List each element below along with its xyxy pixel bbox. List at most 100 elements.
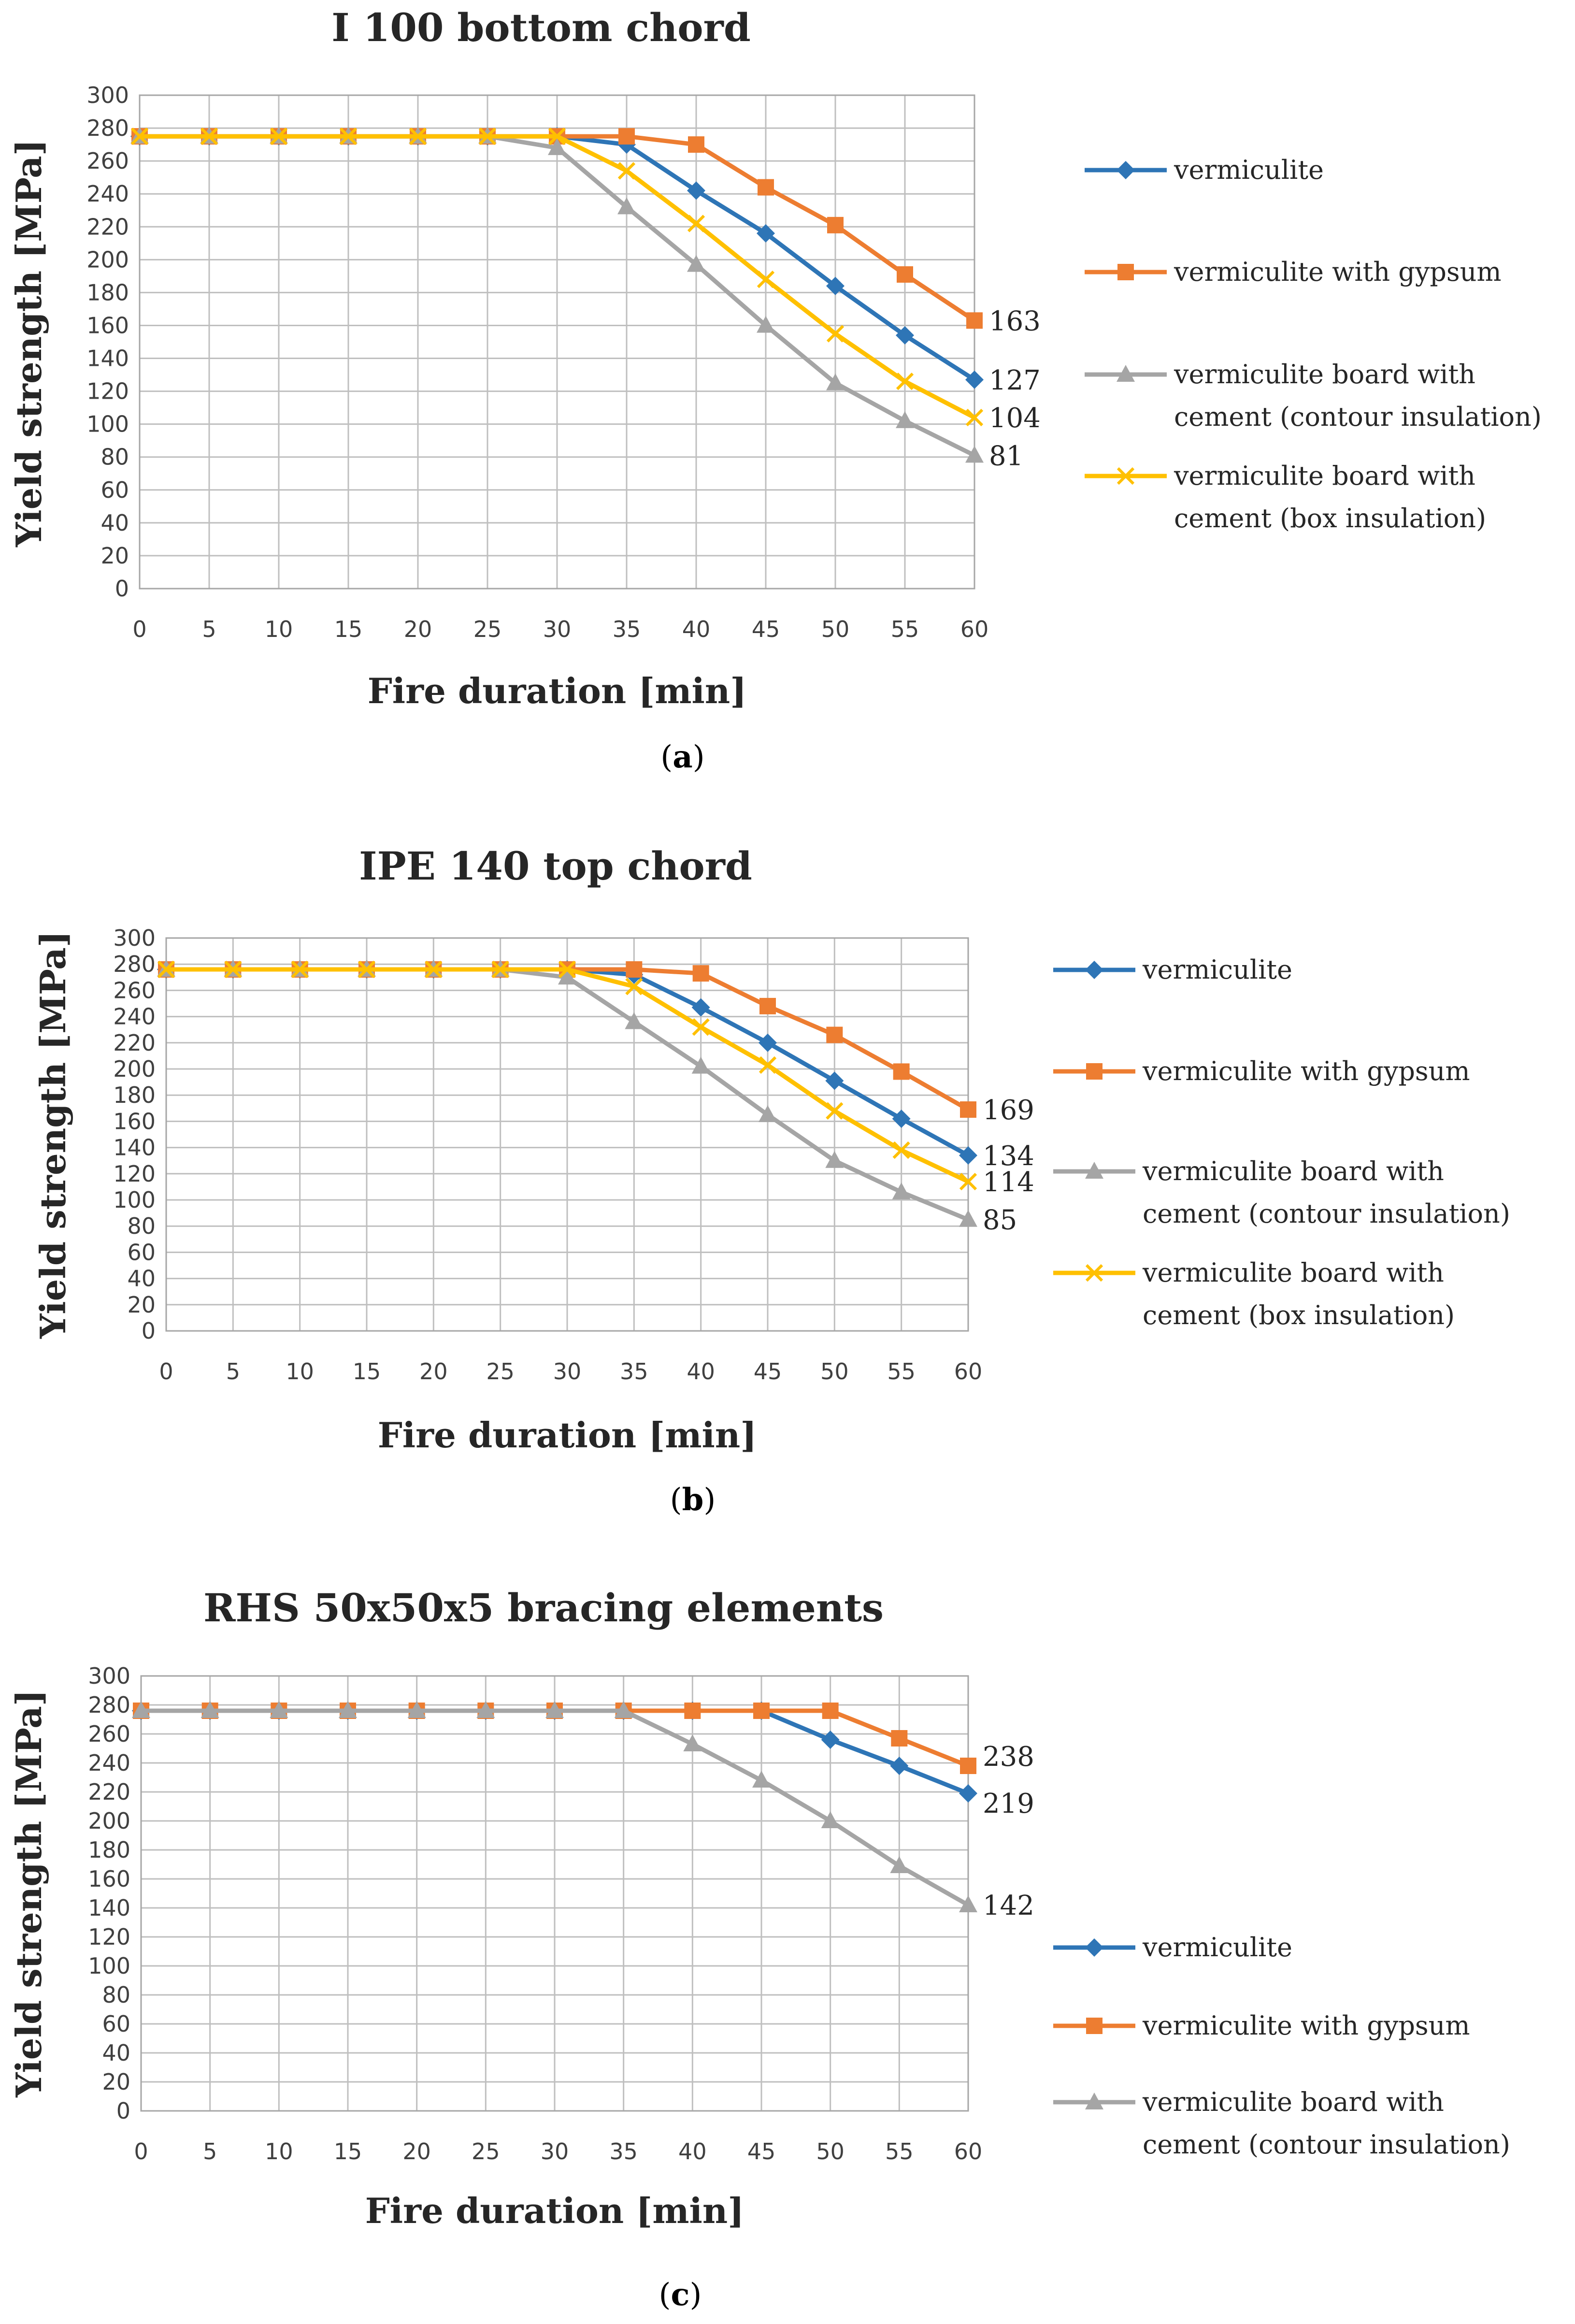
figure-caption: (b) xyxy=(670,1482,716,1518)
x-tick-label: 60 xyxy=(954,2138,983,2165)
legend-item: vermiculite xyxy=(1085,155,1324,185)
y-tick-label: 140 xyxy=(88,1895,130,1921)
y-tick-label: 220 xyxy=(113,1030,156,1056)
x-tick-label: 10 xyxy=(286,1358,314,1385)
legend-label: cement (contour insulation) xyxy=(1143,2129,1510,2160)
x-marker xyxy=(757,271,775,289)
square-marker xyxy=(1117,264,1134,280)
x-tick-label: 45 xyxy=(747,2138,776,2165)
legend-item: vermiculite xyxy=(1053,1932,1292,1963)
x-tick-label: 45 xyxy=(754,1358,782,1385)
triangle-marker xyxy=(1085,1162,1103,1179)
end-value-label: 104 xyxy=(989,403,1041,434)
y-tick-label: 140 xyxy=(86,346,129,372)
x-marker xyxy=(409,127,427,145)
y-tick-label: 220 xyxy=(88,1779,130,1805)
gridlines xyxy=(140,1675,969,2112)
x-marker xyxy=(558,960,576,979)
y-tick-label: 300 xyxy=(86,82,129,108)
triangle-marker xyxy=(407,1701,426,1718)
x-marker xyxy=(892,1141,910,1159)
x-axis-title: Fire duration [min] xyxy=(365,2190,745,2231)
legend-label: vermiculite xyxy=(1142,1932,1292,1963)
triangle-marker xyxy=(890,1856,909,1873)
triangle-marker xyxy=(614,1701,633,1718)
square-marker xyxy=(826,1026,843,1043)
y-tick-label: 60 xyxy=(127,1239,156,1265)
plot-area-frame xyxy=(139,94,975,590)
y-axis-title: Yield strength [MPa] xyxy=(32,931,73,1339)
x-tick-label: 45 xyxy=(752,616,780,642)
series-diamond: 127 xyxy=(130,127,1041,396)
y-tick-label: 280 xyxy=(86,115,129,141)
legend-item: vermiculite board with cement (contour in… xyxy=(1053,2087,1510,2160)
x-marker xyxy=(548,127,566,145)
x-tick-label: 10 xyxy=(265,616,293,642)
triangle-marker xyxy=(683,1734,702,1751)
end-value-label: 134 xyxy=(983,1140,1034,1172)
legend-label: vermiculite xyxy=(1142,954,1292,985)
square-marker xyxy=(966,312,983,329)
y-tick-label: 280 xyxy=(113,951,156,977)
diamond-marker xyxy=(892,1109,911,1128)
legend-label: vermiculite with gypsum xyxy=(1142,2010,1470,2041)
x-tick-label: 5 xyxy=(202,616,216,642)
y-tick-label: 80 xyxy=(102,1982,130,2008)
x-marker xyxy=(687,215,705,232)
square-marker xyxy=(759,997,776,1014)
end-value-label: 163 xyxy=(989,305,1041,337)
y-tick-label: 120 xyxy=(113,1161,156,1187)
y-tick-label: 140 xyxy=(113,1135,156,1161)
y-axis-title: Yield strength [MPa] xyxy=(8,1689,49,2098)
square-marker xyxy=(618,128,635,145)
x-tick-label: 55 xyxy=(891,616,919,642)
x-axis-title: Fire duration [min] xyxy=(368,670,747,711)
caption-open-paren: ( xyxy=(659,2277,671,2313)
x-tick-label: 35 xyxy=(613,616,641,642)
series-square: 169 xyxy=(158,961,1034,1126)
y-tick-label: 100 xyxy=(86,411,129,437)
y-tick-label: 300 xyxy=(88,1663,130,1689)
series-triangle: 142 xyxy=(132,1701,1034,1921)
y-tick-label: 40 xyxy=(102,2040,130,2066)
x-marker xyxy=(358,960,376,979)
diamond-marker xyxy=(757,224,775,243)
caption-close-paren: ) xyxy=(703,1482,716,1518)
y-tick-label: 200 xyxy=(86,246,129,273)
x-tick-label: 30 xyxy=(543,616,572,642)
triangle-marker xyxy=(691,1056,710,1074)
square-marker xyxy=(753,1703,770,1719)
x-tick-label: 15 xyxy=(334,616,363,642)
x-marker xyxy=(425,960,443,979)
x-marker xyxy=(1117,467,1135,485)
chart-b: IPE 140 top chord02040608010012014016018… xyxy=(32,843,1510,1518)
x-marker xyxy=(291,960,309,979)
triangle-marker xyxy=(270,1701,288,1718)
legend-label: vermiculite board with xyxy=(1142,1156,1444,1186)
y-tick-label: 20 xyxy=(127,1292,156,1318)
caption-close-paren: ) xyxy=(689,2277,702,2313)
x-marker xyxy=(896,373,914,390)
chart-title: IPE 140 top chord xyxy=(359,843,752,889)
end-value-label: 219 xyxy=(983,1788,1034,1819)
end-value-label: 142 xyxy=(983,1890,1034,1921)
square-marker xyxy=(893,1063,910,1080)
triangle-marker xyxy=(757,316,775,333)
square-marker xyxy=(897,266,913,283)
end-value-label: 127 xyxy=(989,365,1041,396)
legend: vermiculite vermiculite with gypsum vermic… xyxy=(1053,954,1510,1330)
y-tick-label: 0 xyxy=(116,2098,130,2124)
triangle-marker xyxy=(821,1811,840,1828)
x-tick-label: 35 xyxy=(609,2138,638,2165)
x-tick-label: 25 xyxy=(472,2138,500,2165)
x-marker xyxy=(959,1172,977,1191)
x-tick-label: 25 xyxy=(486,1358,515,1385)
y-tick-label: 280 xyxy=(88,1692,130,1718)
series-x: 104 xyxy=(130,127,1041,434)
y-tick-label: 240 xyxy=(86,181,129,207)
x-marker xyxy=(157,960,175,979)
legend-item: vermiculite xyxy=(1053,954,1292,985)
legend-item: vermiculite board with cement (contour in… xyxy=(1085,359,1542,432)
y-tick-label: 260 xyxy=(88,1721,130,1747)
